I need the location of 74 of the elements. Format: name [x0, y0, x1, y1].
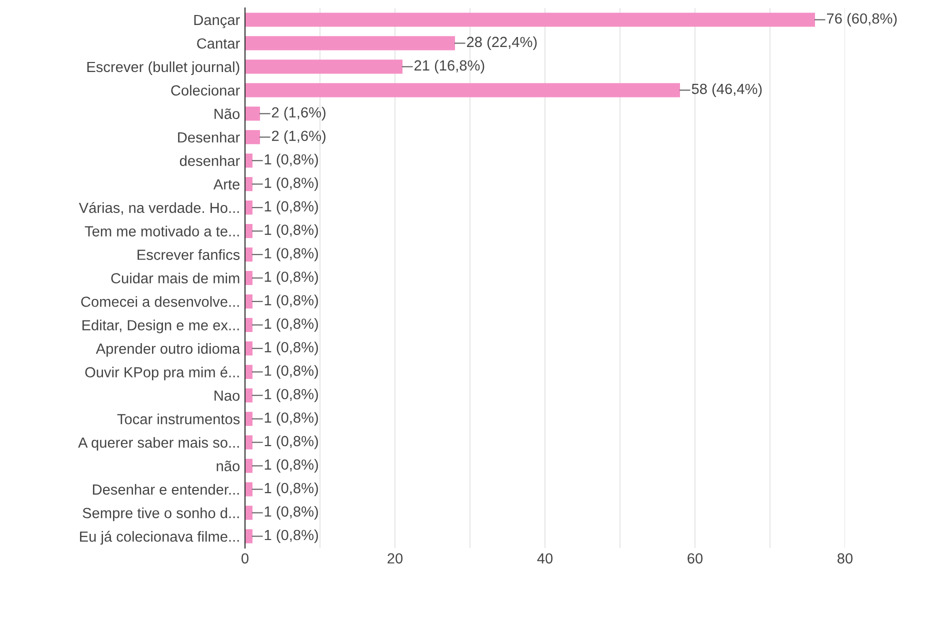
data-label: 1 (0,8%): [264, 388, 318, 402]
bar: [245, 60, 402, 74]
y-tick-label: Nao: [214, 390, 240, 401]
bar: [245, 12, 815, 27]
y-tick-label: Sempre tive o sonho d...: [82, 508, 239, 522]
data-label: 1 (0,8%): [264, 318, 318, 332]
y-tick-label: Ouvir KPop pra mim é...: [85, 366, 239, 380]
data-label: 1 (0,8%): [264, 271, 318, 285]
y-tick-label: Várias, na verdade. Ho...: [78, 202, 239, 215]
x-tick-label: 20: [388, 553, 403, 564]
data-label: 28 (22,4%): [466, 36, 537, 50]
y-tick-label: A querer saber mais so...: [78, 437, 239, 451]
bar: [245, 435, 252, 450]
y-tick-label: Não: [214, 108, 240, 120]
bar: [245, 412, 252, 426]
data-label: 1 (0,8%): [264, 342, 318, 356]
data-label: 1 (0,8%): [264, 482, 318, 496]
bar: [245, 506, 252, 520]
x-tick-label: 40: [537, 553, 553, 564]
data-label: 76 (60,8%): [826, 12, 897, 27]
bar: [245, 200, 252, 215]
data-label: 1 (0,8%): [264, 365, 318, 379]
y-tick-label: Comecei a desenvolve...: [81, 296, 239, 307]
data-label: 1 (0,8%): [264, 529, 318, 544]
bar: [245, 270, 252, 286]
y-tick-label: Desenhar e entender...: [92, 484, 239, 495]
data-label: 1 (0,8%): [264, 248, 318, 262]
y-tick-label: desenhar: [180, 155, 240, 166]
x-tick-label: 80: [838, 553, 853, 564]
y-tick-label: não: [216, 460, 240, 472]
data-label: 1 (0,8%): [264, 459, 318, 473]
data-label: 1 (0,8%): [264, 506, 318, 520]
data-label: 1 (0,8%): [264, 294, 318, 308]
data-label: 2 (1,6%): [272, 106, 326, 120]
y-tick-label: Arte: [213, 179, 240, 190]
bar: [245, 247, 252, 262]
y-tick-label: Editar, Design e me ex...: [82, 320, 239, 334]
data-label: 58 (46,4%): [692, 83, 762, 97]
bar: [245, 482, 252, 496]
y-tick-label: Eu já colecionava filme...: [80, 530, 239, 545]
data-label: 1 (0,8%): [264, 412, 318, 426]
data-label: 1 (0,8%): [264, 177, 318, 191]
y-tick-label: Aprender outro idioma: [96, 343, 240, 357]
y-tick-label: Colecionar: [171, 84, 240, 96]
y-tick-label: Escrever fanfics: [138, 249, 240, 260]
bar: [245, 106, 260, 121]
bar: [245, 341, 252, 356]
bar: [245, 224, 252, 238]
bar: [245, 529, 252, 544]
bar: [245, 83, 680, 98]
bar: [245, 154, 252, 168]
data-label: 2 (1,6%): [272, 130, 326, 144]
x-tick-label: 0: [242, 553, 248, 564]
bar: [245, 130, 260, 144]
bar: [245, 388, 252, 402]
data-label: 1 (0,8%): [264, 154, 318, 168]
y-tick-label: Cantar: [197, 38, 240, 49]
y-tick-label: Dançar: [194, 14, 240, 28]
bar: [245, 458, 252, 473]
bar: [245, 318, 252, 332]
data-label: 1 (0,8%): [264, 224, 318, 238]
y-tick-label: Desenhar: [178, 132, 240, 143]
y-tick-label: Tem me motivado a te...: [84, 226, 239, 236]
bar: [245, 294, 252, 309]
y-tick-label: Tocar instrumentos: [117, 414, 240, 424]
bar: [245, 177, 252, 192]
bar: [245, 36, 455, 50]
data-label: 1 (0,8%): [264, 200, 318, 214]
x-tick-label: 60: [688, 553, 703, 564]
data-label: 21 (16,8%): [414, 60, 484, 74]
bar: [245, 364, 252, 379]
y-tick-label: Cuidar mais de mim: [111, 272, 240, 284]
data-label: 1 (0,8%): [264, 436, 318, 450]
y-tick-label: Escrever (bullet journal): [87, 61, 240, 76]
